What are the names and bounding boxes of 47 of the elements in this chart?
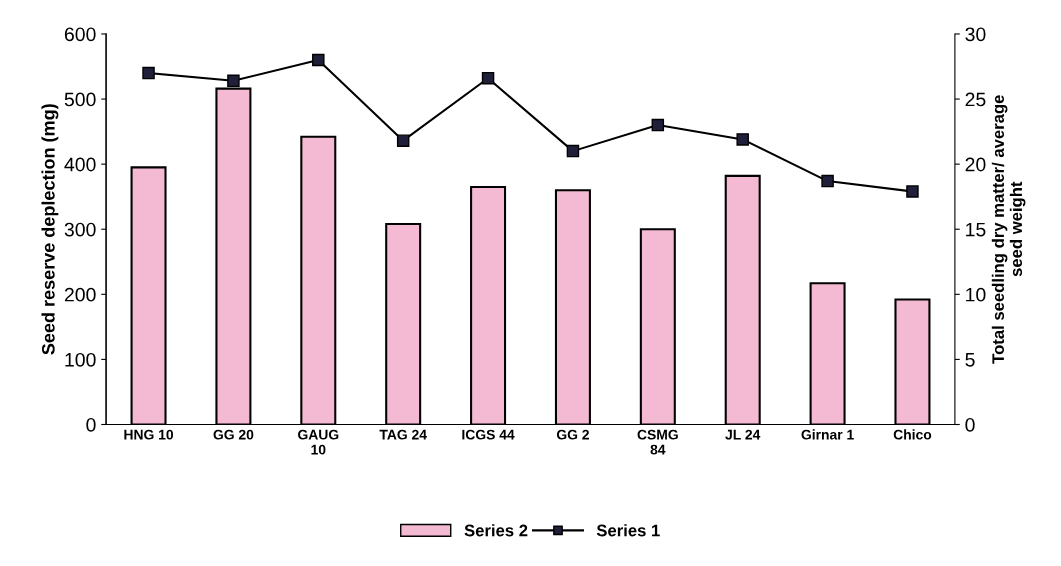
bar: [554, 189, 591, 425]
bar: [894, 298, 931, 425]
y2-axis-title: Total seedling dry matter/ average seed weight: [991, 95, 1026, 364]
point: [312, 53, 325, 67]
bar: [639, 228, 676, 425]
bar: [470, 185, 507, 425]
x-tick-label: Chico: [893, 429, 932, 440]
x-tick-label: HNG 10: [124, 429, 174, 440]
bar: [130, 166, 167, 425]
point: [566, 144, 580, 158]
point: [227, 74, 240, 88]
bar: [809, 282, 846, 425]
point: [906, 185, 919, 198]
point: [396, 134, 410, 147]
y2-tick-label: 15: [966, 222, 986, 237]
point: [481, 71, 495, 85]
y2-tick-label: 0: [965, 417, 975, 432]
legend-label: Series 1: [596, 524, 660, 537]
point: [821, 174, 834, 188]
y-tick-label: 200: [64, 287, 96, 302]
x-tick-label: GAUG 10: [298, 429, 339, 455]
x-tick-label: TAG 24: [379, 429, 427, 440]
x-tick-label: GG 20: [213, 429, 254, 440]
y-tick-label: 0: [86, 417, 96, 432]
y-tick-label: 500: [64, 92, 96, 107]
y2-tick-label: 25: [965, 92, 986, 107]
point: [651, 118, 665, 132]
y-axis-title: Seed reserve deplection (mg): [41, 104, 59, 355]
y-tick-label: 300: [64, 222, 96, 237]
y2-tick-label: 20: [965, 157, 986, 172]
x-tick-label: CSMG 84: [637, 429, 678, 455]
legend-label: Series 2: [464, 524, 528, 537]
x-tick-label: JL 24: [725, 429, 761, 440]
bar: [724, 174, 761, 425]
bar: [300, 135, 337, 425]
x-tick-label: GG 2: [556, 429, 589, 440]
point: [142, 66, 155, 80]
y2-tick-label: 5: [965, 353, 975, 367]
y2-tick-label: 30: [965, 27, 986, 42]
x-tick-label: Girnar 1: [801, 429, 854, 440]
bar: [385, 222, 422, 425]
point: [736, 133, 749, 146]
y-tick-label: 400: [64, 157, 96, 172]
y2-tick-label: 10: [966, 287, 986, 302]
y-tick-label: 600: [64, 27, 96, 42]
x-tick-label: ICGS 44: [462, 429, 515, 440]
y-tick-label: 100: [65, 352, 96, 367]
